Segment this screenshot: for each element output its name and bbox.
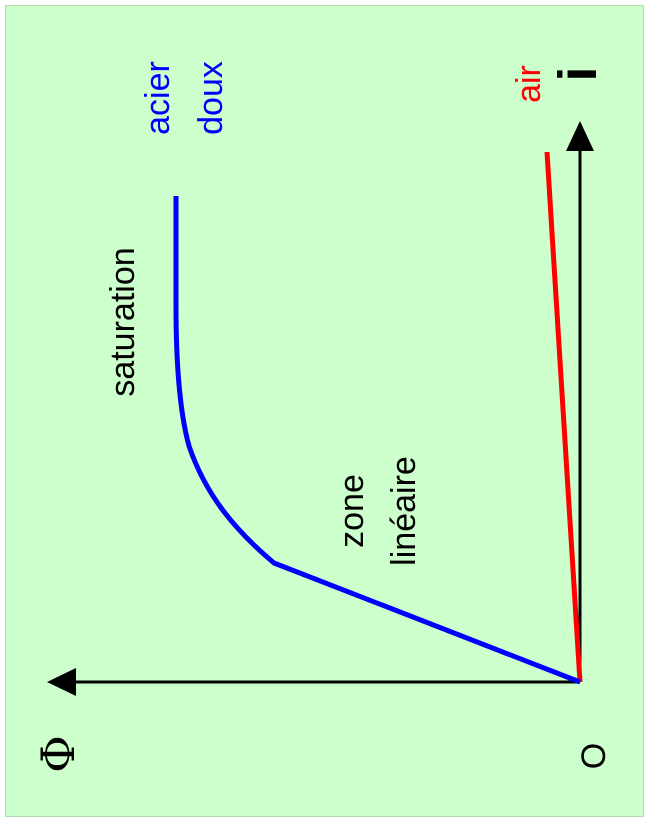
diagram-panel: O Φ i acier doux air saturation zone lin…: [5, 5, 644, 817]
air-label: air: [510, 65, 548, 103]
linear-zone-label-line2: linéaire: [385, 456, 423, 566]
air-line: [544, 151, 583, 683]
steel-label-line2: doux: [192, 61, 230, 135]
saturation-label: saturation: [104, 247, 142, 396]
steel-curve: [173, 196, 581, 685]
current-axis-label: i: [548, 66, 608, 81]
current-axis-arrow: [566, 121, 594, 151]
origin-label: O: [575, 743, 613, 769]
magnetization-diagram: O Φ i acier doux air saturation zone lin…: [31, 61, 613, 773]
flux-axis-arrow: [47, 668, 76, 696]
steel-label-line1: acier: [139, 61, 177, 135]
flux-axis-label: Φ: [31, 735, 85, 773]
linear-zone-label-line1: zone: [333, 474, 371, 548]
